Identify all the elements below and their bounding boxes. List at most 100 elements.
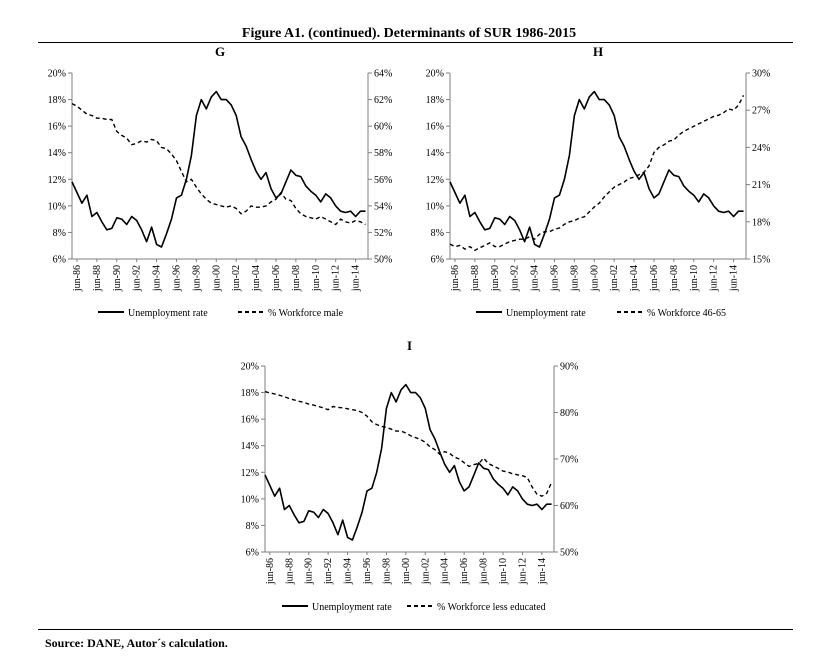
- x-tick-label: jun-98: [569, 265, 580, 292]
- x-tick-label: jun-96: [362, 558, 373, 585]
- x-tick-label: jun-98: [381, 558, 392, 585]
- right-tick-label: 90%: [560, 362, 578, 373]
- left-tick-label: 10%: [48, 201, 66, 212]
- x-tick-label: jun-02: [231, 265, 242, 292]
- x-tick-label: jun-08: [479, 558, 490, 585]
- chart-G-title: G: [215, 44, 225, 59]
- x-tick-label: jun-10: [689, 265, 700, 292]
- left-tick-label: 8%: [53, 228, 66, 239]
- right-tick-label: 15%: [752, 255, 770, 266]
- right-tick-label: 56%: [374, 175, 392, 186]
- x-tick-label: jun-02: [420, 558, 431, 585]
- series-line-unemployment: [264, 383, 552, 541]
- left-tick-label: 8%: [246, 521, 259, 532]
- x-tick-label: jun-88: [284, 558, 295, 585]
- left-tick-label: 20%: [426, 69, 444, 80]
- chart-I: I 6% 8% 10% 12% 14% 16% 18% 20% 50% 60% 70% 80% 90% ju…: [241, 338, 579, 613]
- x-tick-label: jun-04: [440, 558, 451, 585]
- right-tick-label: 24%: [752, 143, 770, 154]
- x-tick-label: jun-12: [331, 265, 342, 292]
- left-tick-label: 16%: [48, 122, 66, 133]
- left-tick-label: 6%: [431, 255, 444, 266]
- right-tick-label: 18%: [752, 217, 770, 228]
- top-rule: [38, 42, 793, 43]
- x-tick-label: jun-06: [271, 265, 282, 292]
- left-tick-label: 18%: [426, 95, 444, 106]
- bottom-rule: [38, 629, 793, 630]
- right-tick-label: 58%: [374, 148, 392, 159]
- right-tick-label: 60%: [374, 122, 392, 133]
- left-tick-label: 14%: [241, 441, 259, 452]
- left-tick-label: 18%: [48, 95, 66, 106]
- legend-label: % Workforce less educated: [437, 602, 546, 613]
- x-tick-label: jun-86: [450, 265, 461, 292]
- x-tick-label: jun-10: [311, 265, 322, 292]
- x-tick-label: jun-92: [132, 265, 143, 292]
- right-tick-label: 30%: [752, 69, 770, 80]
- x-tick-label: jun-02: [609, 265, 620, 292]
- x-tick-label: jun-04: [629, 265, 640, 292]
- right-tick-label: 64%: [374, 69, 392, 80]
- x-tick-label: jun-94: [343, 558, 354, 585]
- right-tick-label: 60%: [560, 501, 578, 512]
- right-tick-label: 50%: [560, 548, 578, 559]
- right-tick-label: 50%: [374, 255, 392, 266]
- series-line-workforce: [449, 94, 745, 252]
- right-tick-label: 21%: [752, 180, 770, 191]
- x-tick-label: jun-90: [112, 265, 123, 292]
- legend-label: Unemployment rate: [506, 308, 586, 319]
- left-tick-label: 20%: [48, 69, 66, 80]
- left-tick-label: 12%: [426, 175, 444, 186]
- x-tick-label: jun-08: [669, 265, 680, 292]
- left-tick-label: 16%: [426, 122, 444, 133]
- x-tick-label: jun-90: [490, 265, 501, 292]
- left-tick-label: 6%: [246, 548, 259, 559]
- left-tick-label: 12%: [241, 468, 259, 479]
- x-tick-label: jun-94: [530, 265, 541, 292]
- right-tick-label: 27%: [752, 106, 770, 117]
- x-tick-label: jun-06: [649, 265, 660, 292]
- legend-label: % Workforce male: [268, 308, 344, 319]
- left-tick-label: 14%: [48, 148, 66, 159]
- right-tick-label: 70%: [560, 455, 578, 466]
- series-line-workforce: [264, 390, 553, 497]
- x-tick-label: jun-90: [304, 558, 315, 585]
- left-tick-label: 8%: [431, 228, 444, 239]
- x-tick-label: jun-14: [351, 265, 362, 292]
- right-tick-label: 80%: [560, 408, 578, 419]
- left-tick-label: 14%: [426, 148, 444, 159]
- x-tick-label: jun-94: [152, 265, 163, 292]
- x-tick-label: jun-08: [291, 265, 302, 292]
- x-tick-label: jun-10: [498, 558, 509, 585]
- x-tick-label: jun-00: [211, 265, 222, 292]
- x-tick-label: jun-00: [589, 265, 600, 292]
- series-line-workforce: [71, 102, 366, 226]
- x-tick-label: jun-04: [251, 265, 262, 292]
- x-tick-label: jun-96: [549, 265, 560, 292]
- x-tick-label: jun-96: [171, 265, 182, 292]
- right-tick-label: 54%: [374, 201, 392, 212]
- legend-label: Unemployment rate: [312, 602, 392, 613]
- right-tick-label: 52%: [374, 228, 392, 239]
- series-line-unemployment: [71, 90, 366, 248]
- left-tick-label: 18%: [241, 388, 259, 399]
- chart-H: H 6% 8% 10% 12% 14% 16% 18% 20% 15% 18% 21% 24% 27% 30…: [426, 44, 771, 319]
- chart-I-title: I: [407, 338, 412, 353]
- x-tick-label: jun-14: [729, 265, 740, 292]
- source-note: Source: DANE, Autor´s calculation.: [45, 636, 228, 650]
- x-tick-label: jun-06: [459, 558, 470, 585]
- figure-title: Figure A1. (continued). Determinants of …: [241, 26, 577, 41]
- x-tick-label: jun-88: [92, 265, 103, 292]
- x-tick-label: jun-14: [537, 558, 548, 585]
- chart-G: G 6% 8% 10% 12% 14% 16% 18% 20% 50% 52% 54% 56% 58% 60…: [48, 44, 393, 319]
- legend-label: % Workforce 46-65: [647, 308, 726, 319]
- left-tick-label: 12%: [48, 175, 66, 186]
- x-tick-label: jun-98: [191, 265, 202, 292]
- left-tick-label: 20%: [241, 362, 259, 373]
- left-tick-label: 6%: [53, 255, 66, 266]
- left-tick-label: 16%: [241, 415, 259, 426]
- x-tick-label: jun-86: [72, 265, 83, 292]
- chart-H-title: H: [593, 44, 603, 59]
- series-line-unemployment: [449, 90, 744, 248]
